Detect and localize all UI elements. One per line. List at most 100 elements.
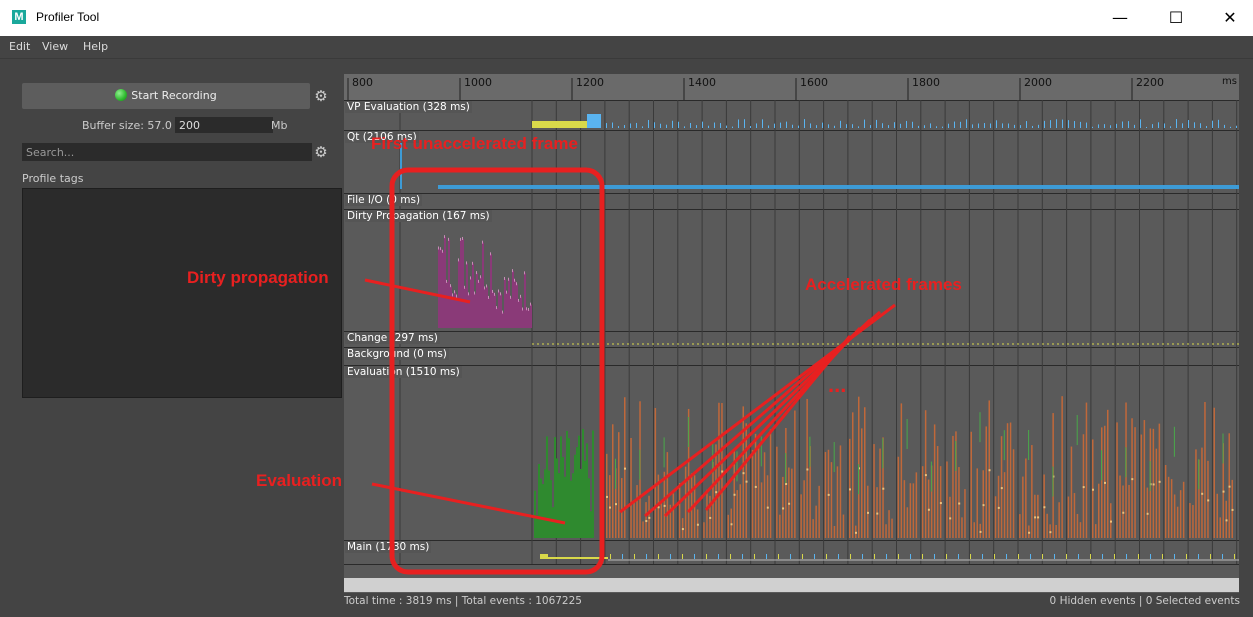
- vp-event: [648, 119, 649, 128]
- main-event: [790, 554, 791, 559]
- evaluation-accelerated-event: [1213, 407, 1215, 538]
- evaluation-accelerated-event: [1073, 493, 1076, 538]
- dirty-propagation-event: [444, 237, 446, 328]
- dirty-propagation-event: [442, 249, 443, 253]
- evaluation-accelerated-event: [736, 451, 738, 482]
- main-event: [826, 554, 827, 559]
- vp-event: [1014, 124, 1015, 128]
- recording-settings-gear-icon[interactable]: ⚙: [314, 87, 328, 105]
- evaluation-accelerated-event: [858, 464, 859, 495]
- maximize-button[interactable]: ☐: [1168, 8, 1184, 27]
- evaluation-accelerated-event: [1204, 401, 1206, 538]
- vp-event: [846, 124, 847, 128]
- evaluation-accelerated-event: [785, 453, 787, 484]
- dirty-propagation-event: [526, 307, 527, 311]
- evaluation-event: [582, 428, 584, 538]
- dirty-propagation-event: [526, 309, 528, 328]
- minimize-button[interactable]: —: [1112, 8, 1128, 27]
- main-event: [754, 554, 755, 559]
- menu-view[interactable]: View: [42, 40, 69, 53]
- dirty-propagation-event: [488, 297, 490, 328]
- evaluation-event: [562, 456, 564, 538]
- vp-event: [1230, 126, 1231, 128]
- row-label-qt[interactable]: Qt (2106 ms): [345, 131, 419, 143]
- dirty-propagation-event: [516, 284, 518, 328]
- dirty-propagation-event: [476, 273, 478, 328]
- evaluation-accelerated-event: [867, 511, 869, 514]
- dirty-propagation-event: [504, 276, 505, 280]
- record-status-icon: [115, 89, 128, 101]
- main-event: [670, 554, 671, 559]
- vp-event: [1116, 123, 1117, 128]
- row-label-background[interactable]: Background (0 ms): [345, 348, 449, 360]
- evaluation-accelerated-event: [876, 512, 879, 515]
- dirty-propagation-event: [480, 277, 482, 328]
- evaluation-accelerated-event: [636, 485, 638, 538]
- annotation-dirty-propagation: Dirty propagation: [187, 268, 329, 287]
- buffer-size-input[interactable]: [175, 117, 273, 133]
- status-selected-events: 0 Hidden events | 0 Selected events: [1049, 595, 1240, 607]
- evaluation-accelerated-event: [709, 516, 712, 519]
- vp-evaluation-marks: [606, 119, 1237, 128]
- dirty-propagation-event: [514, 280, 516, 328]
- evaluation-event: [538, 463, 540, 538]
- main-event: [850, 554, 851, 559]
- evaluation-event: [564, 476, 566, 538]
- evaluation-accelerated-event: [1225, 519, 1228, 522]
- row-label-dirty-propagation[interactable]: Dirty Propagation (167 ms): [345, 210, 492, 222]
- ruler-tick-label: 1400: [688, 76, 716, 89]
- dirty-propagation-event: [438, 248, 440, 328]
- evaluation-accelerated-event: [1134, 427, 1136, 538]
- evaluation-accelerated-event: [1028, 429, 1030, 460]
- vp-event: [888, 125, 889, 128]
- vp-event: [774, 123, 775, 128]
- evaluation-accelerated-event: [827, 493, 830, 496]
- menu-edit[interactable]: Edit: [9, 40, 31, 53]
- evaluation-event: [592, 430, 594, 538]
- close-button[interactable]: ✕: [1223, 8, 1237, 27]
- vp-event: [1086, 122, 1087, 128]
- evaluation-accelerated-event: [672, 493, 675, 538]
- dirty-propagation-event: [478, 279, 479, 283]
- evaluation-accelerated-event: [779, 514, 781, 538]
- evaluation-event: [568, 438, 570, 538]
- evaluation-accelerated-event: [1228, 485, 1231, 488]
- evaluation-accelerated-event: [1155, 448, 1158, 538]
- annotation-evaluation: Evaluation: [256, 471, 342, 490]
- dirty-propagation-event: [500, 294, 502, 328]
- row-label-change[interactable]: Change (297 ms): [345, 332, 440, 344]
- search-settings-gear-icon[interactable]: ⚙: [314, 143, 328, 161]
- evaluation-accelerated-event: [979, 530, 982, 533]
- evaluation-accelerated-event: [730, 523, 733, 526]
- start-recording-button[interactable]: Start Recording: [22, 83, 310, 109]
- vp-event: [618, 126, 619, 128]
- horizontal-scrollbar[interactable]: [344, 578, 1239, 592]
- dirty-propagation-event: [472, 261, 473, 265]
- row-label-evaluation[interactable]: Evaluation (1510 ms): [345, 366, 462, 378]
- dirty-propagation-event: [518, 300, 520, 328]
- time-ruler[interactable]: 800 1000 1200 1400 1600 1800 2000 2200 m…: [344, 74, 1239, 100]
- dirty-propagation-event: [520, 296, 522, 328]
- evaluation-accelerated-event: [712, 462, 714, 538]
- row-label-vp-evaluation[interactable]: VP Evaluation (328 ms): [345, 101, 472, 113]
- menu-help[interactable]: Help: [83, 40, 109, 53]
- evaluation-accelerated-event: [684, 466, 687, 538]
- row-label-file-io[interactable]: File I/O (0 ms): [345, 194, 423, 206]
- dirty-propagation-event: [504, 278, 506, 328]
- profile-tags-list[interactable]: [22, 188, 342, 398]
- evaluation-accelerated-event: [891, 518, 893, 538]
- evaluation-accelerated-event: [818, 485, 820, 538]
- dirty-propagation-event: [498, 291, 500, 328]
- main-event: [682, 554, 683, 559]
- ruler-tick-label: 1600: [800, 76, 828, 89]
- dirty-propagation-event: [492, 289, 493, 293]
- main-event: [1054, 554, 1055, 559]
- vp-event: [840, 120, 841, 128]
- row-label-main[interactable]: Main (1730 ms): [345, 541, 432, 553]
- vp-event: [720, 123, 721, 128]
- search-input[interactable]: [22, 143, 312, 161]
- dirty-propagation-event: [502, 312, 504, 328]
- vp-event: [1236, 125, 1237, 128]
- app-logo-icon: M: [12, 10, 26, 24]
- evaluation-accelerated-event: [712, 443, 714, 474]
